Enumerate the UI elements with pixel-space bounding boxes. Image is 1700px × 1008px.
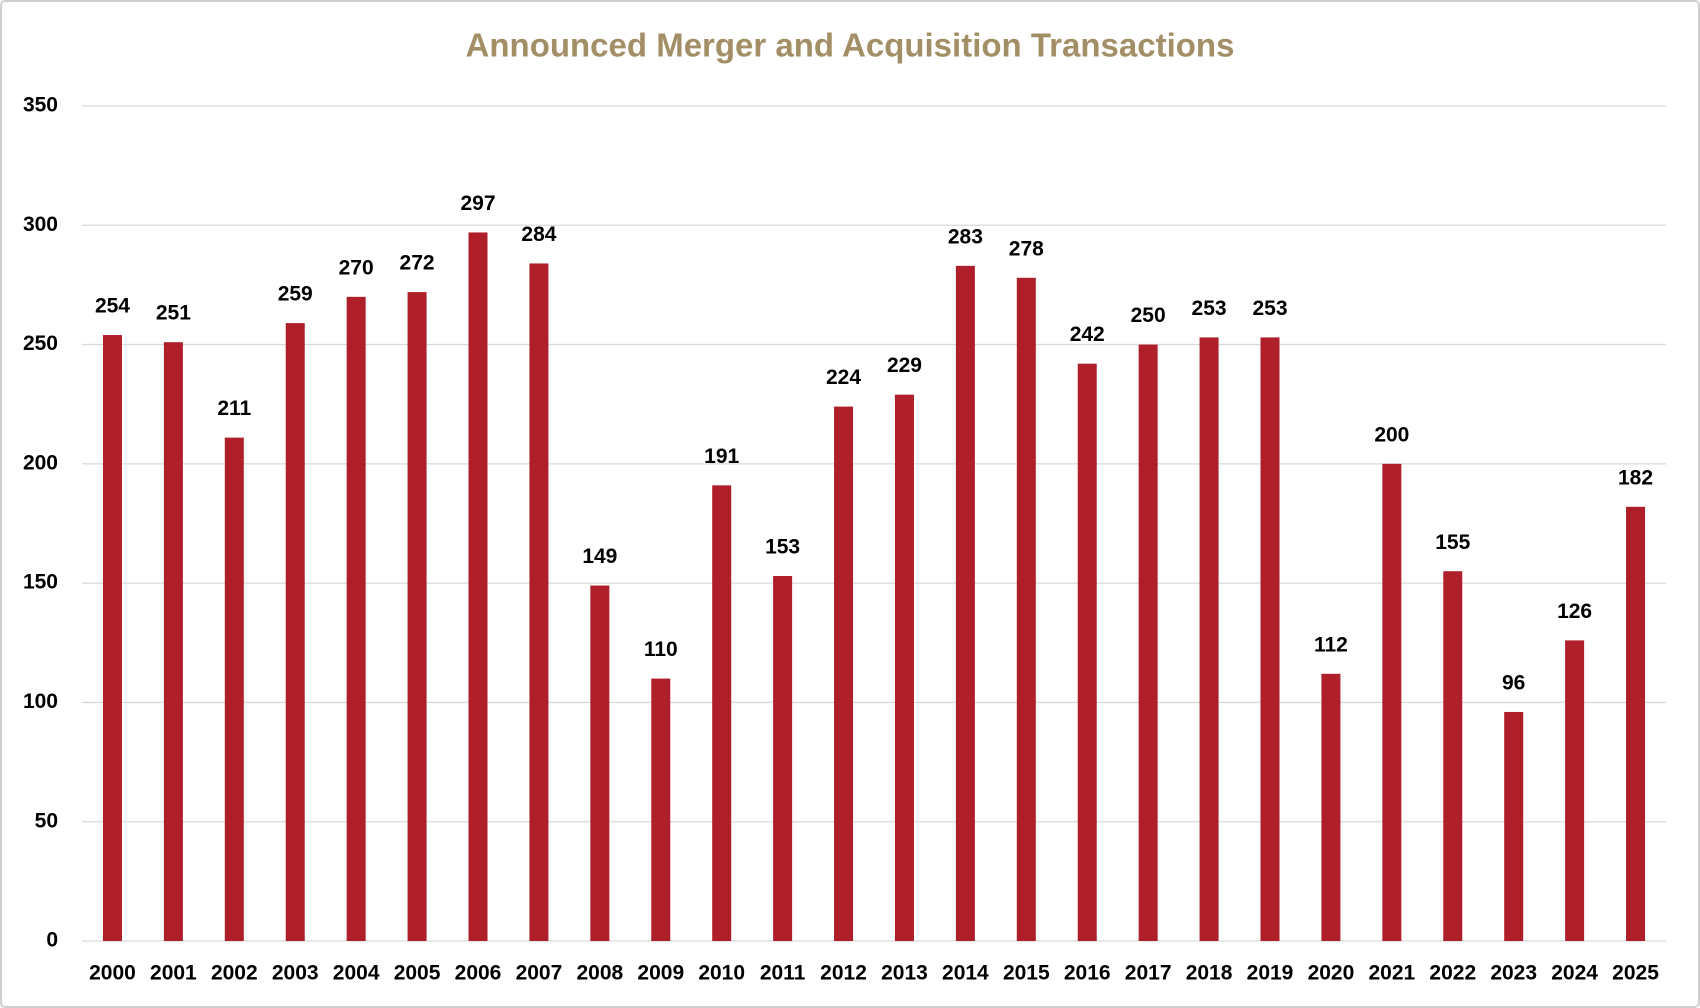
x-tick-label: 2002 [211,962,258,985]
x-tick-label: 2011 [760,962,806,985]
x-tick-label: 2022 [1429,962,1476,985]
bar [1260,337,1280,941]
x-tick-label: 2018 [1186,962,1233,985]
bar [1016,277,1036,941]
chart-title: Announced Merger and Acquisition Transac… [466,27,1235,64]
data-label: 297 [460,192,495,215]
data-label: 259 [278,283,313,306]
x-tick-label: 2013 [881,962,928,985]
x-tick-label: 2016 [1064,962,1111,985]
bar [285,323,305,942]
data-label: 278 [1009,237,1044,260]
data-label: 96 [1502,672,1525,695]
data-label: 254 [95,295,130,318]
x-tick-label: 2023 [1490,962,1537,985]
data-label: 250 [1131,304,1166,327]
x-tick-label: 2001 [150,962,197,985]
bar [346,296,366,941]
data-label: 284 [521,223,556,246]
x-tick-label: 2012 [820,962,867,985]
x-tick-label: 2004 [333,962,380,985]
bar [1077,363,1097,942]
data-label: 251 [156,302,191,325]
y-tick-label: 300 [23,213,58,236]
bar [894,394,914,942]
x-tick-label: 2025 [1612,962,1659,985]
data-label: 253 [1192,297,1227,320]
bar [1626,506,1646,941]
bar [1565,640,1585,941]
bar [1199,337,1219,941]
x-tick-label: 2006 [455,962,502,985]
bar [407,292,427,942]
x-tick-label: 2005 [394,962,441,985]
bar [955,265,975,941]
data-label: 272 [400,252,435,275]
y-tick-label: 100 [23,690,58,713]
bar [1382,463,1402,941]
bar [163,342,183,942]
x-tick-label: 2010 [698,962,745,985]
data-label: 191 [704,445,739,468]
data-label: 112 [1314,633,1348,656]
x-tick-label: 2003 [272,962,319,985]
x-tick-label: 2007 [516,962,563,985]
x-tick-label: 2014 [942,962,989,985]
data-label: 149 [582,545,617,568]
x-tick-label: 2000 [89,962,136,985]
x-tick-label: 2008 [576,962,623,985]
data-label: 211 [217,397,251,420]
x-tick-label: 2020 [1308,962,1355,985]
data-label: 224 [826,366,861,389]
data-label: 283 [948,225,983,248]
bar [529,263,549,941]
bar [834,406,854,942]
data-label: 253 [1252,297,1287,320]
x-tick-label: 2009 [637,962,684,985]
data-label: 270 [339,256,374,279]
y-tick-label: 350 [23,94,58,117]
bar [773,575,793,941]
data-label: 126 [1557,600,1592,623]
x-tick-label: 2024 [1551,962,1598,985]
bar [590,585,610,941]
bar [102,335,122,941]
y-tick-label: 200 [23,451,58,474]
bar [1321,673,1341,941]
data-label: 153 [765,536,800,559]
bar [1504,711,1524,941]
data-label: 200 [1374,423,1409,446]
data-label: 182 [1618,466,1653,489]
data-label: 242 [1070,323,1105,346]
bar [651,678,671,941]
data-label: 155 [1435,531,1470,554]
bar [1138,344,1158,942]
x-tick-label: 2015 [1003,962,1050,985]
data-label: 229 [887,354,922,377]
data-label: 110 [644,638,678,661]
x-tick-label: 2017 [1125,962,1172,985]
bar [224,437,244,941]
y-tick-label: 0 [46,929,58,952]
bar [712,485,732,941]
y-tick-label: 150 [23,571,58,594]
bar [468,232,488,941]
x-tick-label: 2019 [1247,962,1294,985]
y-tick-label: 50 [35,809,58,832]
y-tick-label: 250 [23,332,58,355]
x-tick-label: 2021 [1368,962,1415,985]
bar [1443,571,1463,941]
